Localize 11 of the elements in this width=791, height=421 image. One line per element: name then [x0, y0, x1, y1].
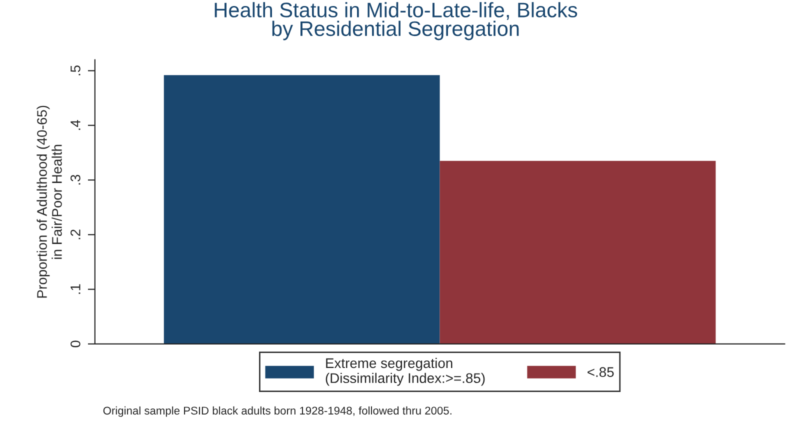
legend-label: <.85 [588, 367, 614, 377]
y-tick-label: 0 [70, 340, 80, 348]
legend-label: Extreme segregation (Dissimilarity Index:>=.85) [326, 358, 485, 386]
y-tick-label: .1 [70, 284, 80, 294]
y-tick-label: .5 [70, 66, 80, 76]
y-tick-label: .4 [70, 120, 80, 130]
chart-title: Health Status in Mid-to-Late-life, Blacks by Residential Segregation [214, 2, 578, 40]
y-axis-title: Proportion of Adulthood (40-65) in Fair/Poor Health [36, 106, 62, 298]
y-tick-label: .3 [70, 174, 80, 185]
text: Original sample PSID black adults born 1928-1948, followed thru 2005. [103, 406, 452, 417]
y-tick-label: .2 [70, 230, 80, 240]
